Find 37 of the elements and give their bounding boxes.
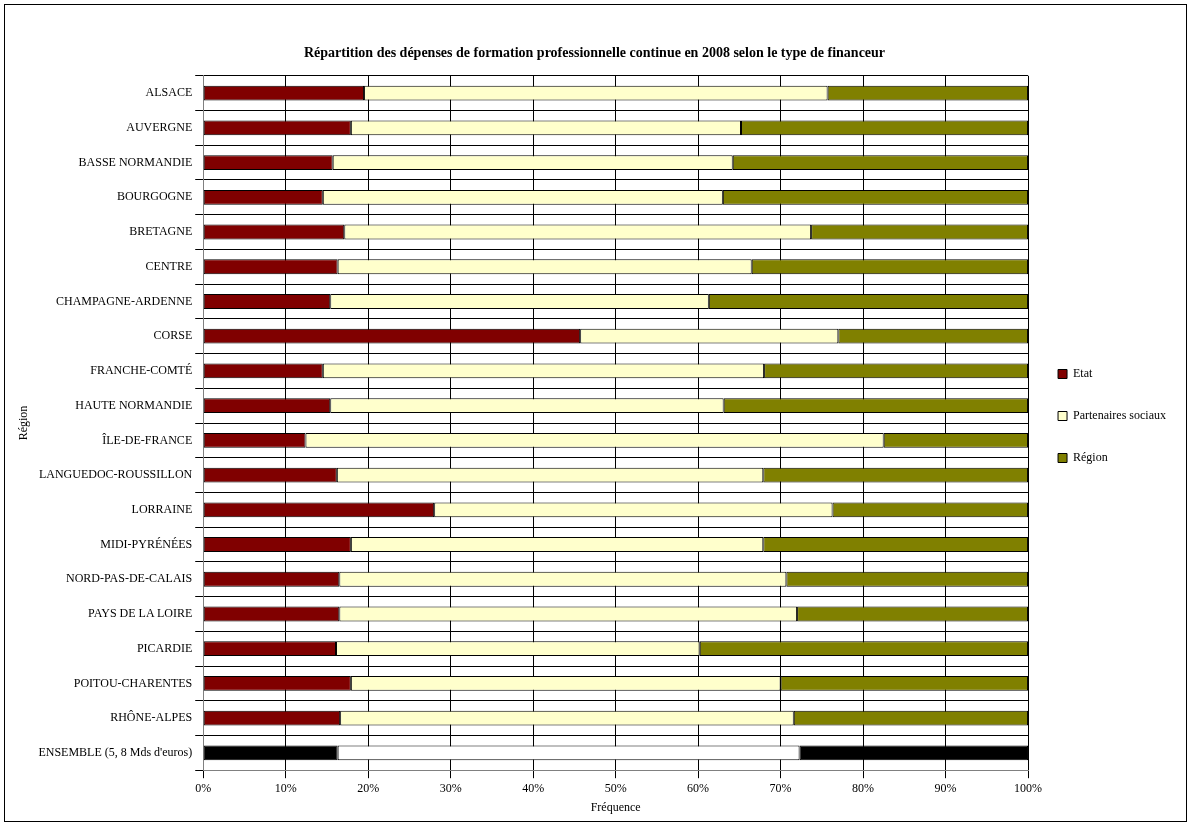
y-tick-label: BASSE NORMANDIE	[78, 154, 193, 169]
y-tick-label: LANGUEDOC-ROUSSILLON	[38, 467, 193, 482]
legend-label: Etat	[1073, 366, 1094, 381]
x-tick-label: 30%	[439, 780, 462, 795]
x-tick-label: 50%	[604, 780, 627, 795]
x-tick-label: 70%	[769, 780, 792, 795]
y-tick-label: AUVERGNE	[126, 120, 193, 135]
y-tick-label: CORSE	[153, 328, 193, 343]
y-tick-label: HAUTE NORMANDIE	[75, 397, 193, 412]
y-tick-label: NORD-PAS-DE-CALAIS	[65, 571, 193, 586]
y-tick-label: PICARDIE	[136, 640, 193, 655]
x-tick-label: 60%	[687, 780, 710, 795]
chart-title: Répartition des dépenses de formation professionnelle continue en 2008 selon le type de financeur	[303, 45, 886, 61]
y-tick-label: BOURGOGNE	[116, 189, 193, 204]
y-tick-label: FRANCHE-COMTÉ	[90, 363, 193, 378]
x-tick-label: 100%	[1014, 780, 1043, 795]
y-tick-label: LORRAINE	[131, 501, 193, 516]
x-tick-label: 10%	[274, 780, 297, 795]
y-tick-label: POITOU-CHARENTES	[73, 675, 193, 690]
legend-label: Région	[1073, 450, 1108, 465]
x-tick-label: 20%	[357, 780, 380, 795]
x-tick-label: 90%	[934, 780, 957, 795]
x-axis-title: Fréquence	[590, 799, 641, 814]
y-tick-label: PAYS DE LA LOIRE	[88, 606, 193, 621]
y-tick-label: BRETAGNE	[129, 224, 193, 239]
legend-label: Partenaires sociaux	[1073, 408, 1166, 423]
y-tick-label: MIDI-PYRÉNÉES	[100, 536, 193, 551]
x-tick-label: 0%	[195, 780, 212, 795]
y-tick-label: CHAMPAGNE-ARDENNE	[55, 293, 193, 308]
y-tick-label: CENTRE	[145, 258, 193, 273]
y-tick-label: ENSEMBLE (5, 8 Mds d'euros)	[38, 745, 193, 759]
y-tick-label: ALSACE	[145, 85, 193, 100]
x-tick-label: 40%	[522, 780, 545, 795]
y-tick-label: ÎLE-DE-FRANCE	[102, 432, 193, 447]
x-tick-label: 80%	[852, 780, 875, 795]
y-tick-label: RHÔNE-ALPES	[110, 710, 193, 725]
y-axis-title: Région	[16, 405, 31, 441]
